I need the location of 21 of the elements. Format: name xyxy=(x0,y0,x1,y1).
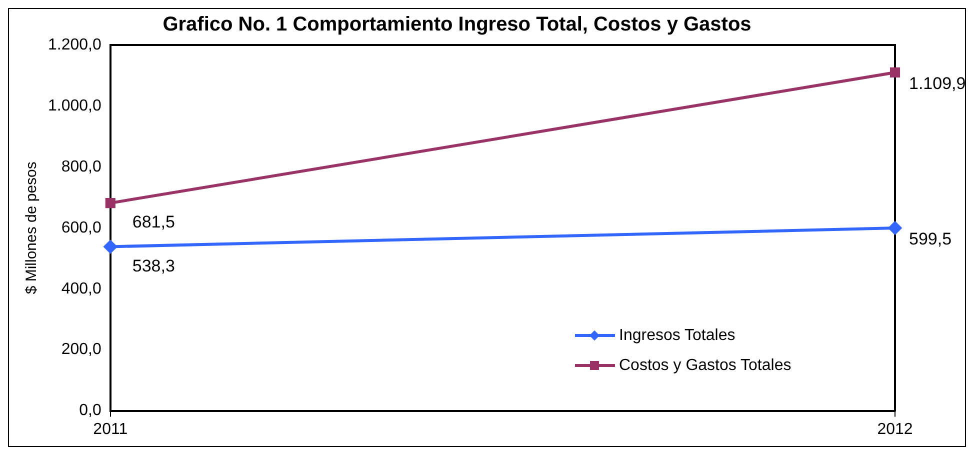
y-tick-label: 200,0 xyxy=(61,341,102,358)
point xyxy=(888,222,902,235)
data-label: 599,5 xyxy=(909,230,952,249)
y-tick-label: 1.200,0 xyxy=(48,36,102,54)
y-tick-label: 1.000,0 xyxy=(48,97,102,114)
x-tick-label: 2011 xyxy=(93,420,128,438)
data-label: 681,5 xyxy=(132,212,175,232)
y-axis-title: $ Millones de pesos xyxy=(23,162,40,294)
point xyxy=(890,67,900,78)
legend-label: Ingresos Totales xyxy=(619,326,736,345)
point xyxy=(105,198,116,208)
y-tick-label: 0,0 xyxy=(79,402,102,420)
chart-title: Grafico No. 1 Comportamiento Ingreso Total, Costos y Gastos xyxy=(162,14,752,36)
y-tick-label: 800,0 xyxy=(61,158,102,176)
legend-label: Costos y Gastos Totales xyxy=(619,356,792,375)
data-label: 538,3 xyxy=(132,256,175,276)
x-tick-label: 2012 xyxy=(877,420,913,438)
data-label: 1.109,9 xyxy=(909,74,966,94)
point xyxy=(104,240,117,254)
y-tick-label: 600,0 xyxy=(61,219,102,236)
y-tick-label: 400,0 xyxy=(61,280,102,298)
